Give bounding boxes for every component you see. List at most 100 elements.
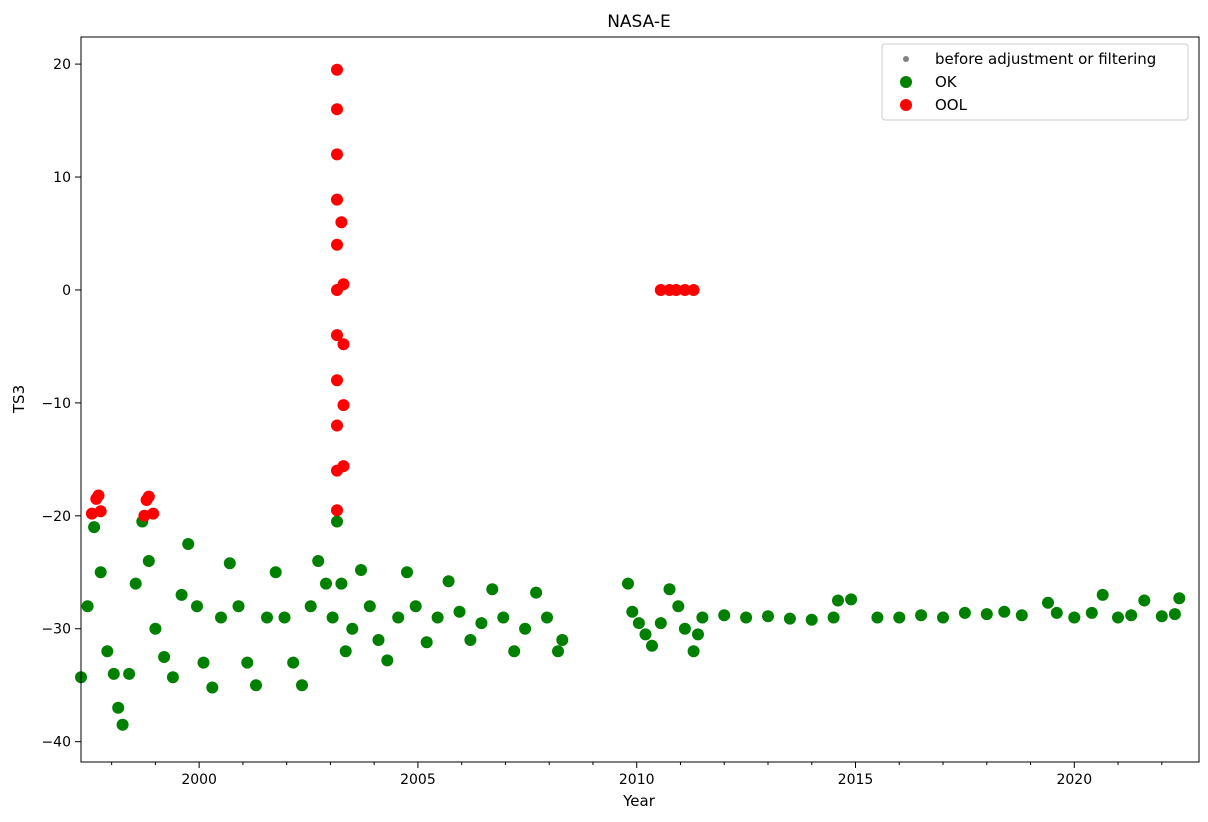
point-ok-67 (678, 622, 691, 635)
point-ok-80 (893, 611, 906, 624)
point-ok-35 (335, 577, 348, 590)
point-ok-59 (622, 577, 634, 590)
point-ok-93 (1125, 609, 1138, 622)
point-ok-56 (541, 611, 553, 624)
point-ok-2 (88, 521, 101, 534)
point-ok-39 (363, 600, 376, 613)
x-tick-label-2015: 2015 (838, 772, 874, 788)
point-ool-24 (654, 284, 667, 296)
point-ok-16 (182, 538, 195, 550)
y-tick-label--30: −30 (41, 622, 71, 638)
chart-title: NASA-E (607, 12, 671, 32)
plot-frame (80, 36, 1200, 763)
point-ool-7 (147, 507, 160, 520)
point-ok-37 (346, 622, 359, 635)
point-ok-6 (112, 701, 125, 714)
point-ok-19 (206, 681, 219, 694)
y-axis-label: TS3 (10, 385, 28, 414)
point-ok-55 (530, 586, 543, 599)
legend-label-0: before adjustment or filtering (935, 50, 1156, 68)
point-ok-73 (762, 610, 774, 623)
point-ok-89 (1068, 611, 1081, 624)
point-ok-15 (175, 588, 188, 601)
point-ok-13 (158, 651, 171, 663)
point-ool-8 (331, 63, 343, 76)
point-ok-91 (1096, 588, 1109, 601)
point-ool-2 (92, 489, 105, 502)
point-ok-8 (123, 667, 136, 680)
point-ok-86 (1015, 609, 1028, 622)
x-tick-label-2005: 2005 (400, 772, 436, 788)
point-ok-83 (958, 606, 971, 619)
point-ool-21 (337, 338, 350, 351)
point-ok-41 (381, 654, 394, 667)
point-ok-78 (845, 593, 858, 606)
plot-area (75, 63, 1186, 731)
point-ok-26 (269, 566, 282, 579)
point-ool-16 (331, 419, 343, 432)
point-ok-82 (937, 611, 949, 624)
point-ok-30 (304, 600, 317, 613)
point-ok-87 (1042, 596, 1054, 609)
legend-marker-0 (903, 56, 909, 62)
point-ok-90 (1085, 606, 1098, 619)
point-ok-36 (339, 645, 352, 658)
point-ok-69 (692, 628, 704, 641)
point-ok-61 (632, 617, 645, 630)
point-ok-79 (871, 611, 884, 624)
point-ok-72 (740, 611, 753, 624)
point-ok-81 (915, 609, 928, 622)
legend: before adjustment or filtering OK OOL (881, 43, 1189, 121)
point-ool-10 (331, 148, 343, 161)
point-ok-66 (672, 600, 685, 613)
point-ok-17 (191, 600, 203, 613)
point-ok-34 (331, 515, 343, 528)
point-ok-85 (998, 605, 1011, 618)
point-ool-19 (335, 216, 348, 229)
point-ok-54 (519, 622, 532, 635)
point-ok-52 (497, 611, 510, 624)
point-ok-40 (372, 634, 385, 646)
point-ool-23 (337, 460, 350, 473)
point-ok-27 (278, 611, 291, 624)
legend-marker-1 (900, 76, 912, 88)
legend-label-2: OOL (935, 96, 968, 114)
y-tick-label--10: −10 (41, 396, 71, 412)
point-ool-9 (331, 103, 343, 116)
point-ok-29 (296, 679, 308, 692)
point-ok-11 (142, 555, 155, 567)
point-ok-97 (1173, 592, 1186, 605)
x-tick-label-2010: 2010 (619, 772, 655, 788)
point-ok-23 (241, 656, 254, 669)
point-ok-70 (696, 611, 709, 624)
point-ok-12 (149, 622, 162, 635)
point-ok-28 (287, 656, 300, 669)
point-ok-25 (261, 611, 273, 624)
point-ok-65 (663, 583, 676, 596)
point-ok-31 (312, 555, 325, 567)
point-ok-4 (101, 645, 114, 658)
point-ok-3 (94, 566, 107, 579)
point-ok-22 (232, 600, 245, 613)
x-tick-label-2020: 2020 (1056, 772, 1092, 788)
point-ool-28 (687, 284, 700, 296)
point-ool-3 (94, 505, 107, 518)
point-ok-60 (626, 605, 639, 618)
point-ok-49 (464, 634, 477, 646)
point-ok-51 (486, 583, 499, 596)
point-ok-62 (639, 628, 652, 641)
y-tick-label-0: 0 (62, 283, 71, 299)
point-ok-94 (1138, 594, 1151, 607)
point-ok-44 (409, 600, 422, 613)
point-ok-84 (980, 608, 993, 621)
axes: 2000 2005 2010 2015 2020 −40 −30 −20 −10 0 10 20 (41, 57, 1163, 788)
point-ok-75 (805, 613, 818, 626)
point-ok-53 (508, 645, 521, 658)
point-ok-43 (401, 566, 413, 579)
point-ok-63 (646, 639, 658, 652)
point-ok-46 (431, 611, 444, 624)
point-ool-15 (331, 374, 343, 387)
x-tick-label-2000: 2000 (181, 772, 217, 788)
x-axis-label: Year (622, 792, 656, 810)
point-ok-20 (215, 611, 227, 624)
